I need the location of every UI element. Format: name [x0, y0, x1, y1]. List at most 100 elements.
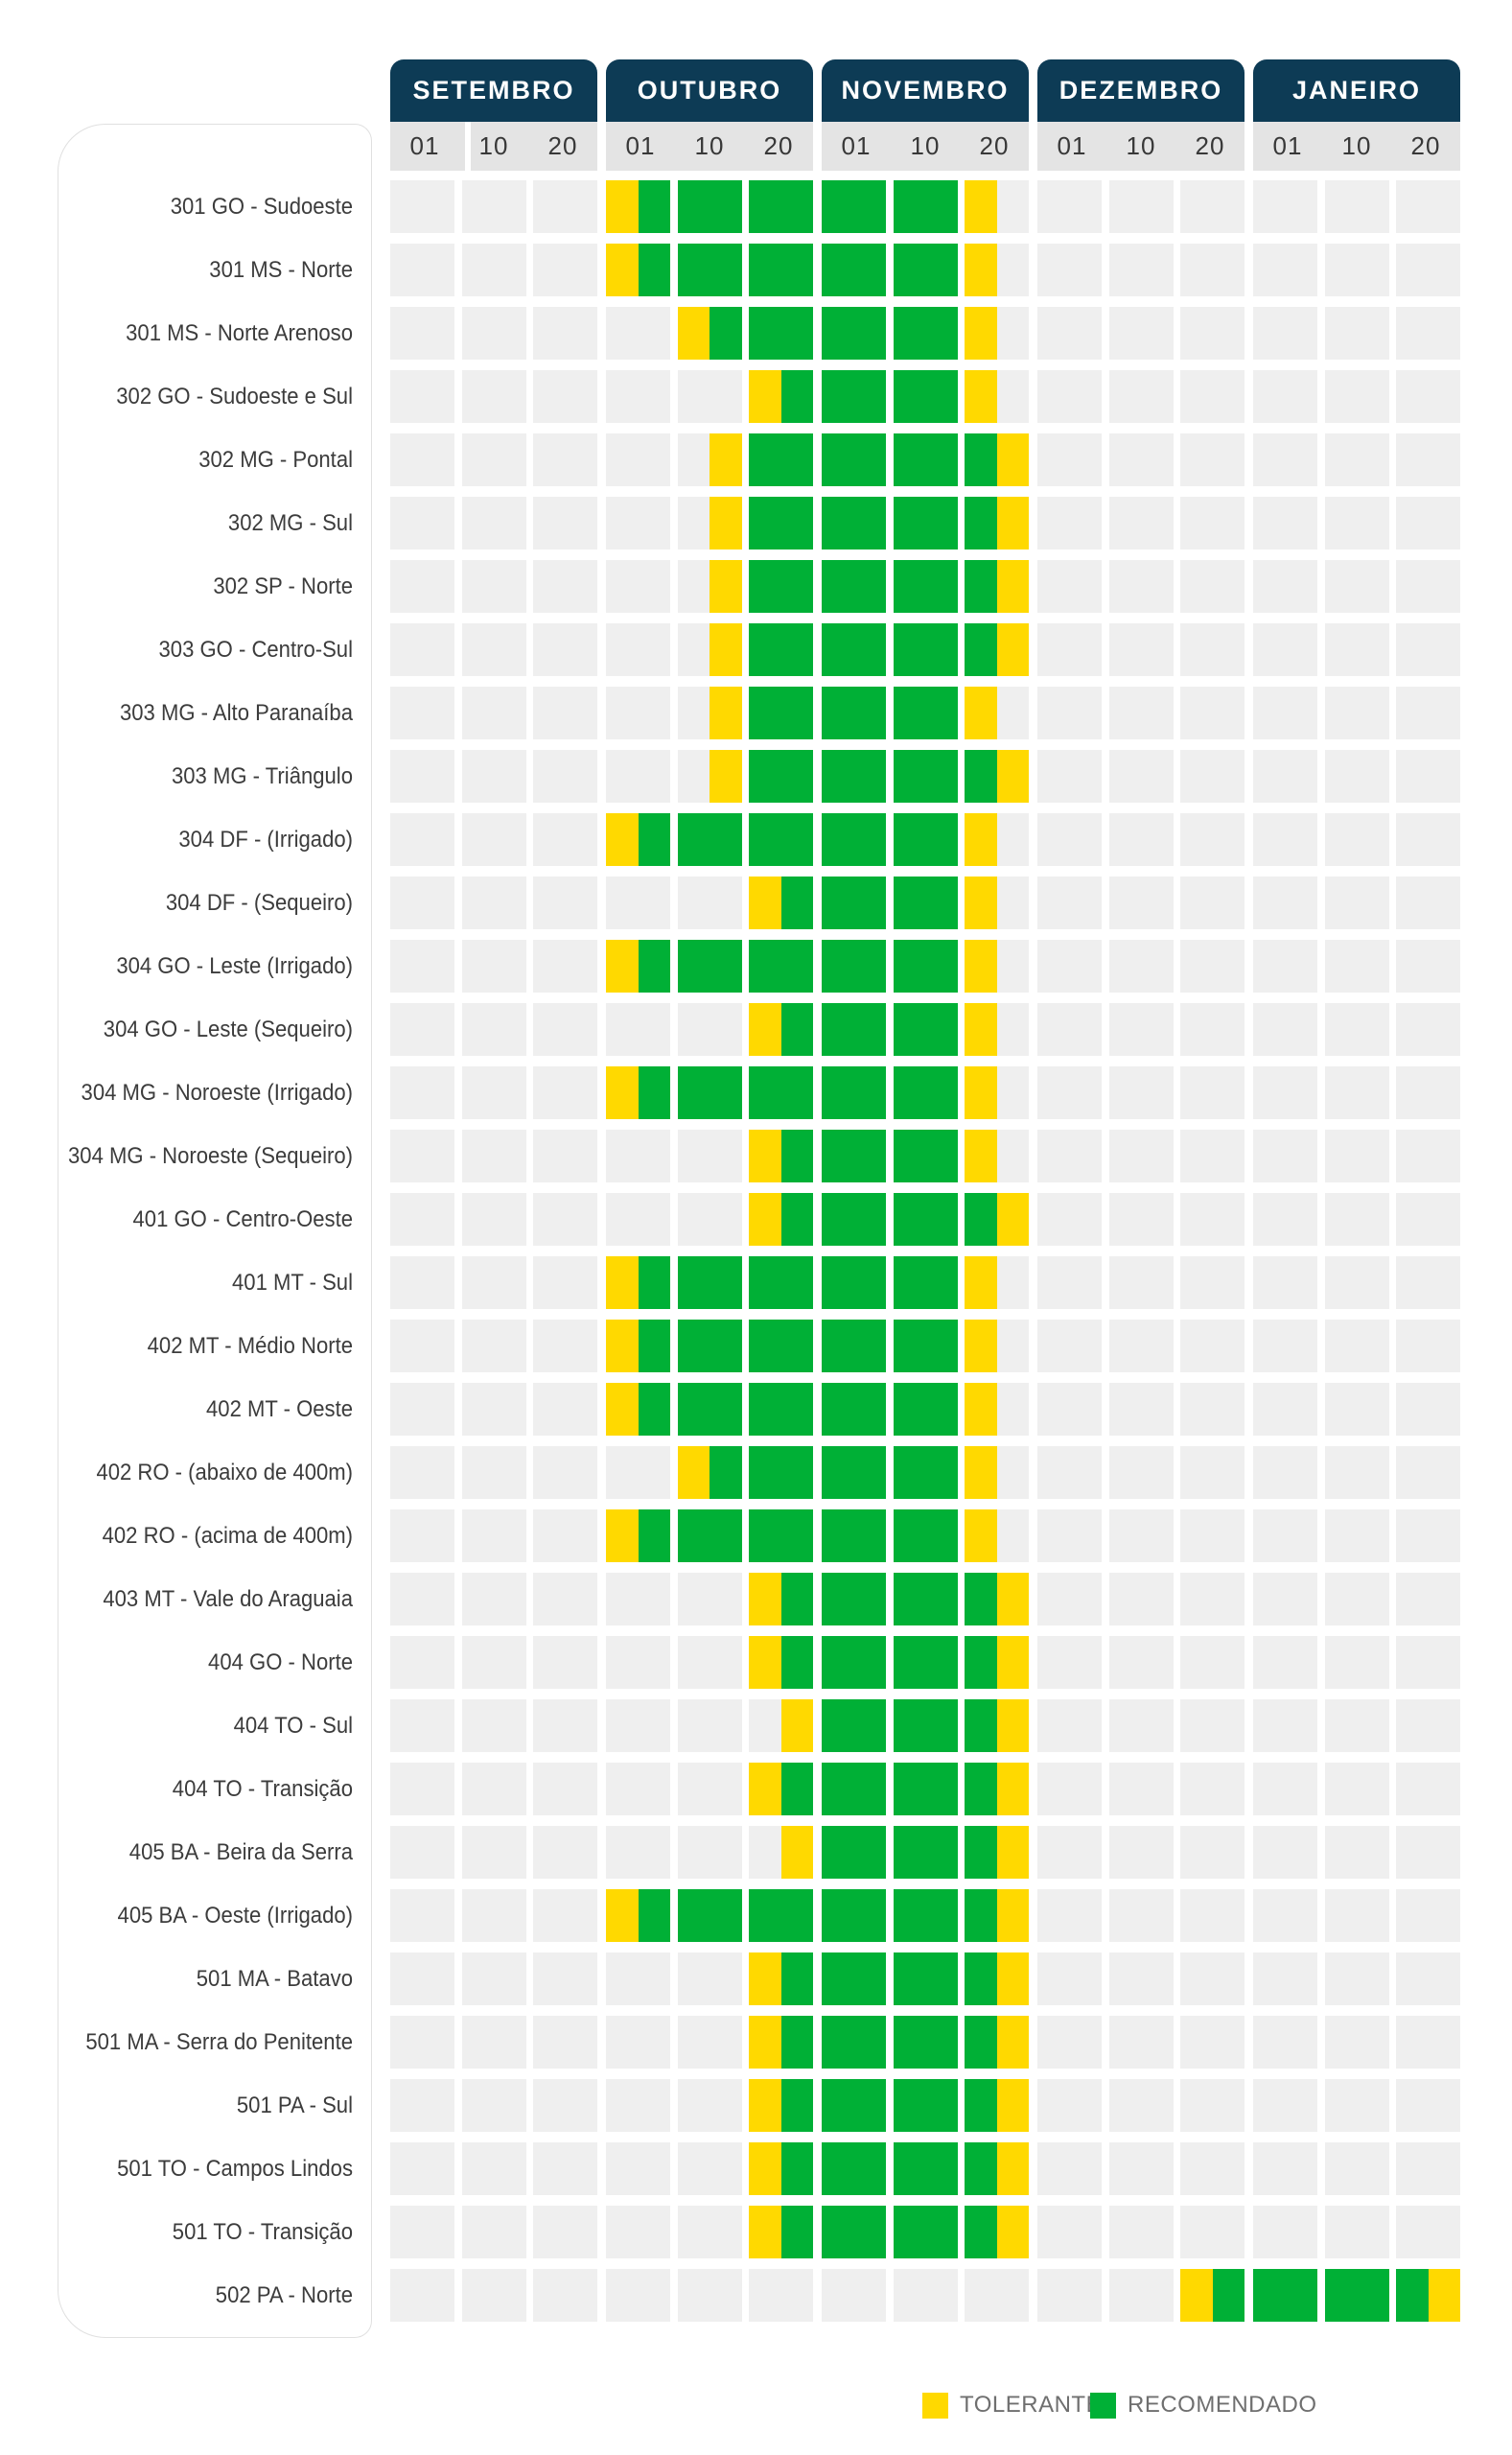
empty-cell-half — [494, 560, 526, 613]
calendar-cell — [677, 1763, 742, 1815]
empty-cell-half — [494, 1066, 526, 1119]
bar-segment-recomendado — [893, 1889, 925, 1942]
calendar-cell — [1253, 2079, 1317, 2132]
empty-cell-half — [1037, 2206, 1070, 2258]
bar-segment-recomendado — [853, 1699, 886, 1752]
empty-cell-half — [1212, 244, 1244, 296]
calendar-cell — [390, 433, 454, 486]
calendar-cell — [390, 877, 454, 929]
bar-segment-recomendado — [893, 1636, 925, 1689]
empty-cell-half — [1396, 2206, 1429, 2258]
empty-cell-half — [461, 1573, 494, 1625]
empty-cell-half — [494, 1826, 526, 1879]
bar-segment-recomendado — [925, 1256, 958, 1309]
region-row-label: 501 TO - Campos Lindos — [117, 2155, 354, 2182]
empty-cell-half — [1141, 1193, 1174, 1246]
empty-cell-half — [422, 1509, 454, 1562]
empty-cell-half — [494, 1130, 526, 1182]
calendar-cell — [461, 1256, 526, 1309]
bar-segment-tolerante — [606, 1509, 639, 1562]
calendar-cell — [965, 1699, 1029, 1752]
calendar-cell — [749, 1003, 813, 1056]
empty-cell-half — [1108, 1636, 1141, 1689]
bar-segment-tolerante — [965, 877, 997, 929]
calendar-cell — [1180, 687, 1244, 739]
empty-cell-half — [565, 2016, 597, 2069]
empty-cell-half — [533, 1763, 566, 1815]
calendar-cell — [822, 307, 886, 360]
calendar-cell — [965, 560, 1029, 613]
empty-cell-half — [494, 1446, 526, 1499]
empty-cell-half — [1212, 1446, 1244, 1499]
bar-segment-recomendado — [1357, 2269, 1389, 2322]
empty-cell-half — [1285, 877, 1317, 929]
empty-cell-half — [1324, 2142, 1357, 2195]
calendar-cell — [1396, 2079, 1460, 2132]
empty-cell-half — [1069, 244, 1102, 296]
bar-segment-recomendado — [853, 2079, 886, 2132]
calendar-cell — [1108, 180, 1174, 233]
empty-cell-half — [1428, 750, 1460, 803]
calendar-cell — [749, 1383, 813, 1436]
empty-cell-half — [996, 877, 1029, 929]
bar-segment-tolerante — [965, 244, 997, 296]
bar-segment-tolerante — [996, 623, 1029, 676]
calendar-cell — [606, 1509, 670, 1562]
calendar-cell — [965, 244, 1029, 296]
calendar-cell — [1324, 180, 1389, 233]
empty-cell-half — [1253, 1320, 1286, 1372]
calendar-cell — [1037, 2269, 1102, 2322]
empty-cell-half — [1037, 813, 1070, 866]
bar-segment-recomendado — [822, 1003, 854, 1056]
calendar-cell — [1324, 1952, 1389, 2005]
empty-cell-half — [422, 2016, 454, 2069]
bar-segment-recomendado — [853, 940, 886, 993]
empty-cell-half — [422, 433, 454, 486]
bar-segment-recomendado — [965, 1763, 997, 1815]
calendar-cell — [822, 1573, 886, 1625]
calendar-cell — [606, 1383, 670, 1436]
calendar-cell — [461, 1699, 526, 1752]
calendar-cell — [1396, 2269, 1460, 2322]
calendar-cell — [606, 244, 670, 296]
calendar-cell — [1108, 1003, 1174, 1056]
bar-segment-recomendado — [709, 244, 742, 296]
empty-cell-half — [606, 1763, 639, 1815]
bar-segment-recomendado — [853, 1130, 886, 1182]
bar-segment-recomendado — [853, 560, 886, 613]
calendar-cell — [1396, 1066, 1460, 1119]
empty-cell-half — [1428, 1952, 1460, 2005]
empty-cell-half — [749, 1826, 781, 1879]
empty-cell-half — [1037, 2269, 1070, 2322]
empty-cell-half — [1212, 1193, 1244, 1246]
empty-cell-half — [1069, 1509, 1102, 1562]
bar-segment-tolerante — [965, 1509, 997, 1562]
calendar-cell — [1180, 1763, 1244, 1815]
empty-cell-half — [533, 1003, 566, 1056]
empty-cell-half — [1212, 1952, 1244, 2005]
calendar-cell — [822, 1889, 886, 1942]
region-row-label: 302 MG - Pontal — [198, 446, 353, 473]
empty-cell-half — [1037, 1636, 1070, 1689]
empty-cell-half — [494, 1636, 526, 1689]
bar-segment-recomendado — [780, 750, 813, 803]
empty-cell-half — [1357, 1636, 1389, 1689]
calendar-cell — [749, 1826, 813, 1879]
empty-cell-half — [1037, 1763, 1070, 1815]
calendar-cell — [606, 1256, 670, 1309]
region-row-label: 304 GO - Leste (Sequeiro) — [103, 1016, 353, 1042]
empty-cell-half — [1253, 1952, 1286, 2005]
bar-segment-recomendado — [749, 1066, 781, 1119]
empty-cell-half — [1141, 687, 1174, 739]
calendar-cell — [677, 687, 742, 739]
calendar-cell — [606, 433, 670, 486]
calendar-cell — [1324, 1509, 1389, 1562]
region-row-label: 405 BA - Beira da Serra — [128, 1838, 353, 1865]
calendar-cell — [1324, 1256, 1389, 1309]
empty-cell-half — [1428, 497, 1460, 549]
bar-segment-recomendado — [677, 1066, 709, 1119]
empty-cell-half — [1357, 1066, 1389, 1119]
calendar-cell — [1180, 244, 1244, 296]
calendar-cell — [1324, 1193, 1389, 1246]
empty-cell-half — [1212, 1763, 1244, 1815]
